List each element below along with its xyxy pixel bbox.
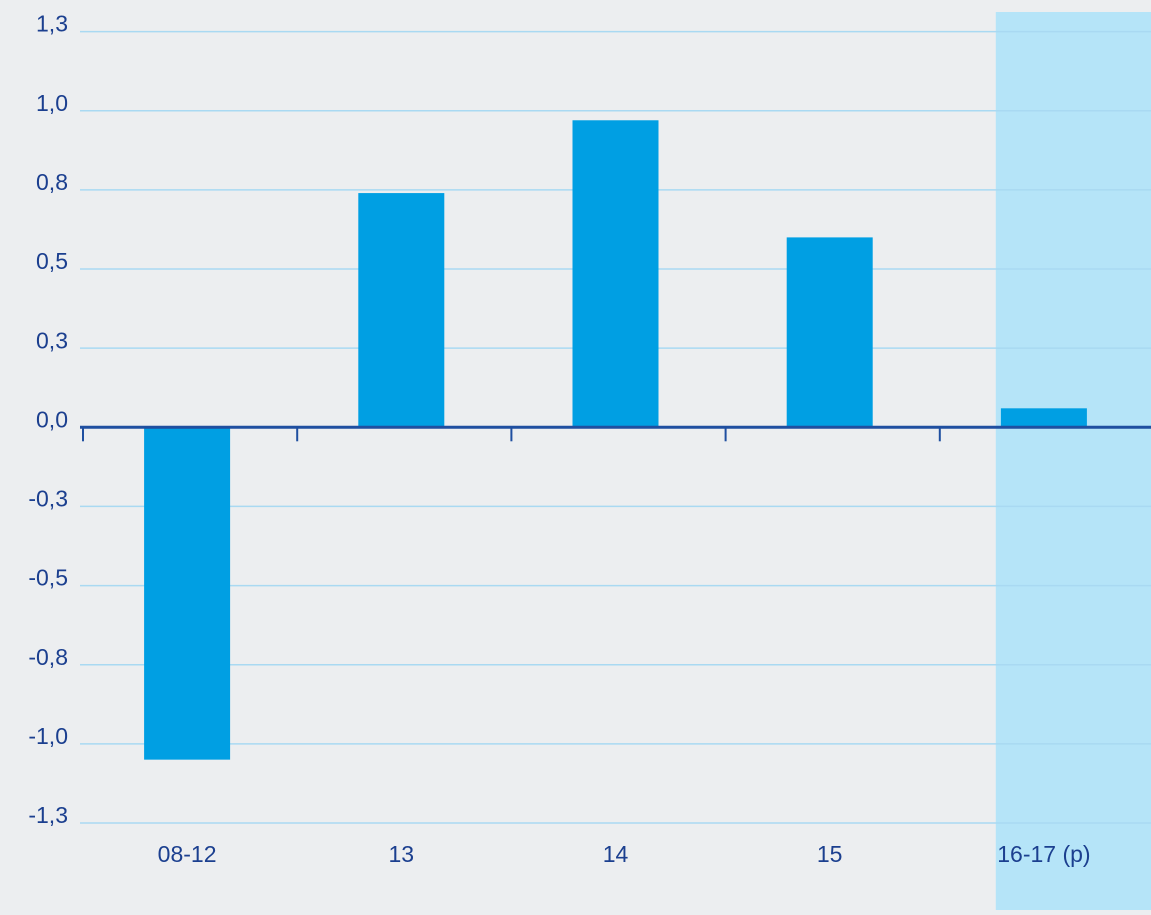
bar xyxy=(144,427,231,760)
y-tick-label: 0,5 xyxy=(36,248,68,274)
x-tick-label: 08-12 xyxy=(158,841,217,867)
bar xyxy=(572,120,659,428)
y-tick-label: -1,0 xyxy=(28,723,68,749)
bar xyxy=(358,193,445,428)
y-tick-label: 0,0 xyxy=(36,406,68,432)
bar xyxy=(786,237,873,428)
y-tick-label: -0,8 xyxy=(28,644,68,670)
y-tick-label: 1,3 xyxy=(36,11,68,37)
y-tick-label: 1,0 xyxy=(36,90,68,116)
y-tick-label: -0,5 xyxy=(28,565,68,591)
y-tick-label: 0,3 xyxy=(36,327,68,353)
y-tick-label: -1,3 xyxy=(28,802,68,828)
y-tick-label: 0,8 xyxy=(36,169,68,195)
x-tick-label: 16-17 (p) xyxy=(997,841,1090,867)
forecast-band xyxy=(995,12,1151,910)
y-tick-label: -0,3 xyxy=(28,486,68,512)
x-tick-label: 13 xyxy=(389,841,415,867)
bar xyxy=(1000,408,1087,428)
x-tick-label: 15 xyxy=(817,841,843,867)
x-tick-label: 14 xyxy=(603,841,629,867)
